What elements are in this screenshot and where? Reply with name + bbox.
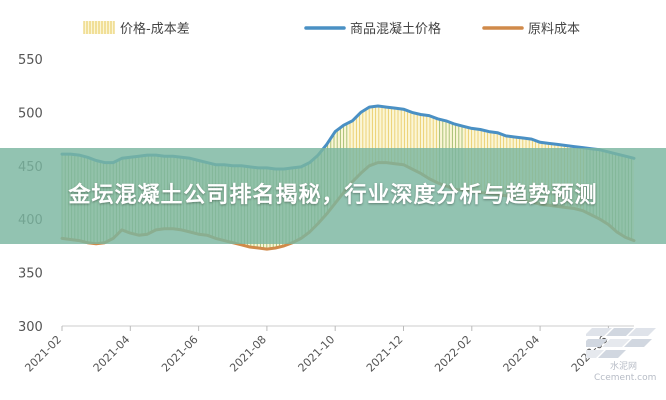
x-tick-label: 2022-04	[501, 333, 543, 375]
x-tick-label: 2022-02	[432, 333, 474, 375]
watermark-logo: 水泥网 Ccement.com	[586, 328, 656, 382]
x-tick-label: 2021-06	[159, 333, 201, 375]
x-tick-label: 2021-08	[227, 333, 269, 375]
legend-label: 原料成本	[528, 22, 580, 37]
legend-swatch-spread	[83, 21, 115, 34]
x-tick-label: 2021-10	[296, 333, 338, 375]
x-tick-label: 2021-04	[91, 333, 133, 375]
legend-label: 商品混凝土价格	[350, 21, 441, 37]
y-tick-label: 550	[18, 53, 43, 68]
legend-item-3: 原料成本	[482, 22, 580, 37]
legend-item-2: 商品混凝土价格	[304, 21, 441, 37]
y-tick-label: 300	[18, 320, 43, 335]
y-tick-label: 350	[18, 267, 43, 282]
legend-label: 价格-成本差	[120, 21, 190, 37]
x-tick-label: 2021-12	[364, 333, 406, 375]
banner-title: 金坛混凝土公司排名揭秘，行业深度分析与趋势预测	[68, 183, 598, 208]
legend: 价格-成本差 商品混凝土价格 原料成本	[83, 21, 580, 37]
x-axis-ticks: 2021-02 2021-04 2021-06 2021-08 2021-10 2021-…	[22, 326, 611, 375]
y-tick-label: 500	[18, 106, 43, 121]
x-tick-label: 2021-02	[22, 333, 64, 375]
watermark-cube-icon	[586, 328, 656, 358]
watermark-line2: Ccement.com	[594, 373, 656, 382]
watermark-line1: 水泥网	[610, 360, 637, 372]
title-banner: 金坛混凝土公司排名揭秘，行业深度分析与趋势预测	[0, 148, 666, 244]
legend-item-1: 价格-成本差	[83, 21, 190, 37]
